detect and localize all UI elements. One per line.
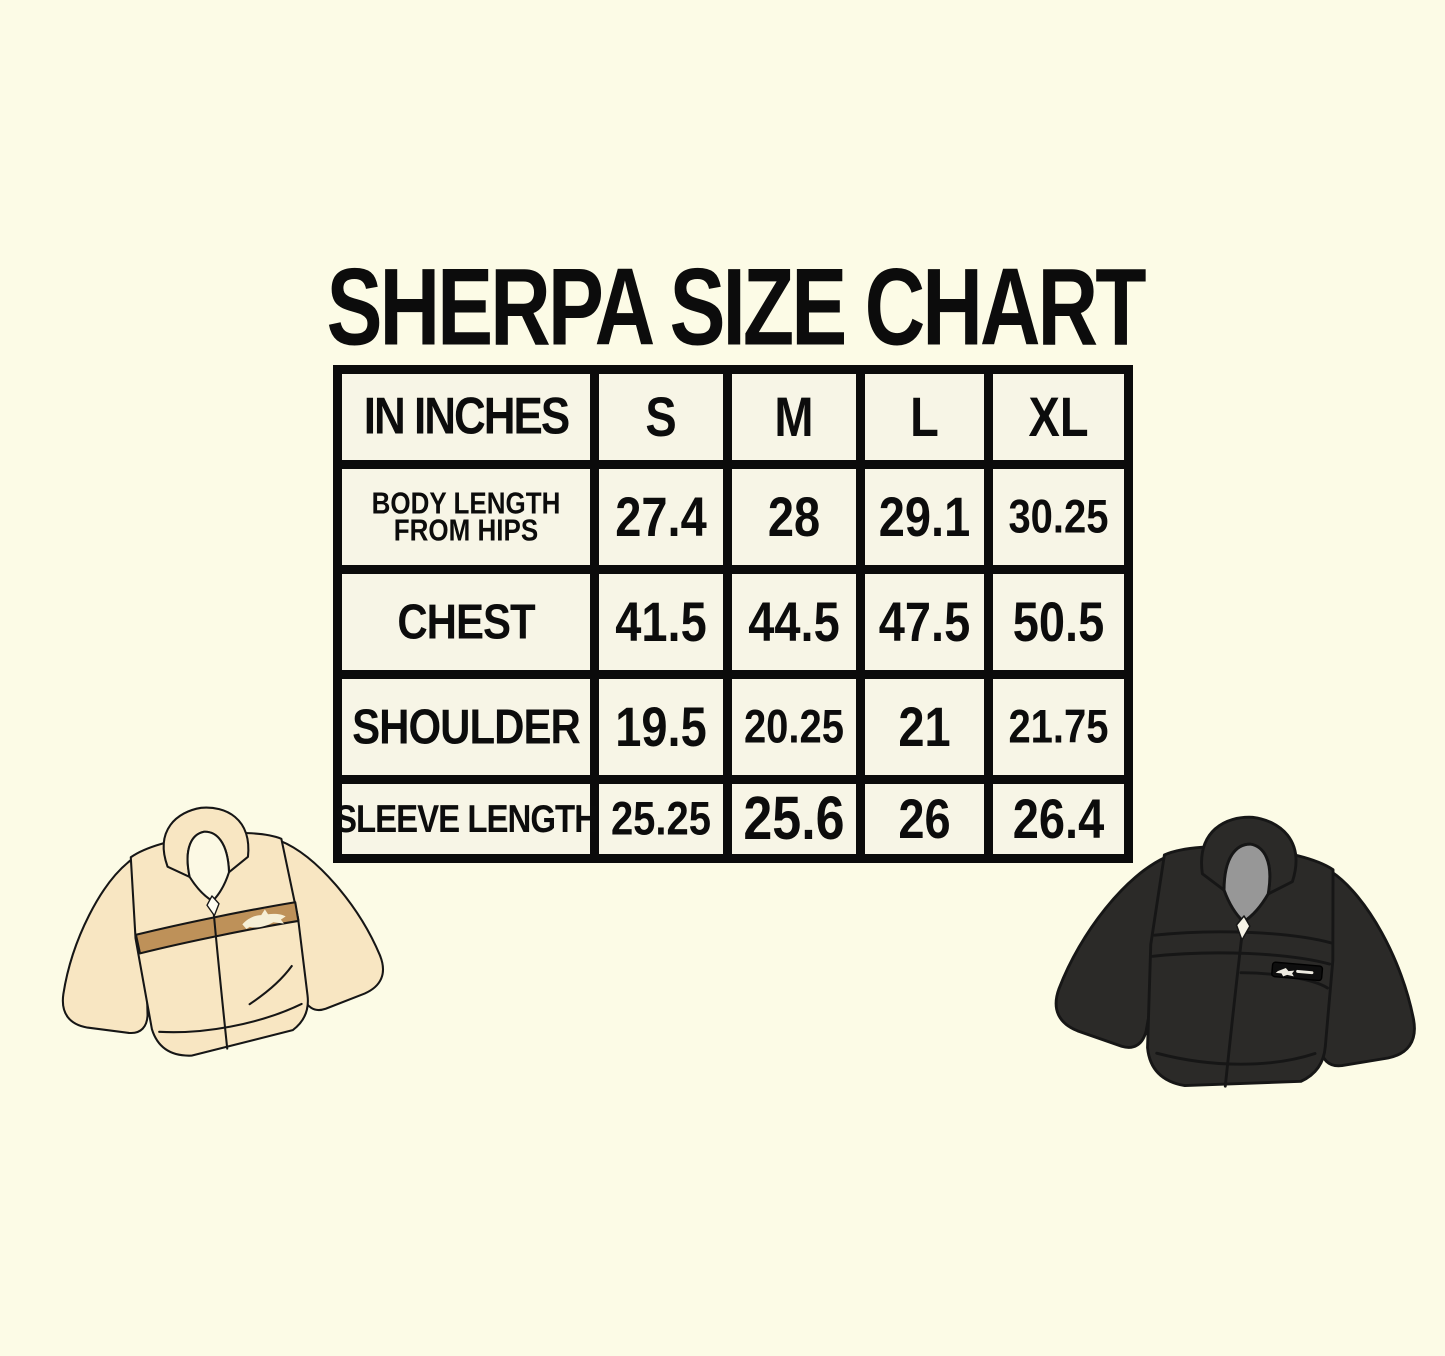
table-cell: 21 [865,679,984,775]
chest-band-seam-top [1153,930,1333,945]
collar-lining [1222,842,1272,924]
table-cell: 21.75 [993,679,1124,775]
table-cell: 20.25 [732,679,856,775]
chest-label: CHEST [397,593,535,650]
table-cell: 44.5 [732,574,856,670]
row-label-sleeve-length: SLEEVE LENGTH [335,784,598,854]
table-cell: 47.5 [865,574,984,670]
left-sleeve [61,857,149,1034]
shoulder-s: 19.5 [615,695,707,759]
shoulder-xl: 21.75 [1008,701,1109,753]
zipper-pull [1235,915,1251,941]
table-cell: 25.25 [599,784,723,854]
cream-jacket-illustration [18,757,416,1117]
table-cell: 29.1 [865,469,984,565]
pocket-seam [248,964,293,1006]
body-length-l: 29.1 [878,485,971,549]
header-cell-size-m: M [732,374,856,460]
sleeve-length-label: SLEEVE LENGTH [334,796,598,840]
table-cell: 26 [865,784,984,854]
sleeve-xl: 26.4 [1012,787,1105,851]
chest-s: 41.5 [615,590,707,654]
size-table: IN INCHES S M L XL BODY LENGTH FROM HIPS… [333,365,1133,863]
header-cell-size-l: L [865,374,984,460]
body-length-s: 27.4 [615,485,707,549]
sleeve-s: 25.25 [610,793,712,845]
body-length-line1: BODY LENGTH [371,484,561,521]
zipper-seam [211,901,229,1050]
shoulder-l: 21 [898,695,951,759]
header-cell-size-s: S [599,374,723,460]
sleeve-l: 26 [898,787,951,851]
table-cell: 27.4 [599,469,723,565]
hem-seam [1155,1051,1317,1066]
header-units-label: IN INCHES [363,387,570,446]
header-cell-size-xl: XL [993,374,1124,460]
table-cell: 41.5 [599,574,723,670]
page-title: SHERPA SIZE CHART [326,245,1146,368]
header-cell-units: IN INCHES [342,374,590,460]
shark-logo-icon [242,909,286,930]
black-jacket-illustration [1024,781,1445,1143]
size-s-label: S [645,385,677,449]
chest-band-seam-bottom [1151,951,1332,966]
zipper-pull [206,895,220,917]
size-l-label: L [910,385,939,449]
chest-stripe [134,901,300,955]
size-m-label: M [774,385,814,449]
body-length-m: 28 [767,485,821,549]
chest-xl: 50.5 [1012,590,1105,654]
size-xl-label: XL [1028,385,1089,449]
table-cell: 25.6 [732,784,856,854]
table-cell: 50.5 [993,574,1124,670]
table-cell: 19.5 [599,679,723,775]
table-cell: 28 [732,469,856,565]
table-cell: 30.25 [993,469,1124,565]
shoulder-m: 20.25 [743,701,845,753]
row-label-shoulder: SHOULDER [342,679,590,775]
shoulder-label: SHOULDER [352,698,581,755]
shark-logo-icon [1275,967,1295,977]
body-length-line2: FROM HIPS [393,512,539,548]
row-label-chest: CHEST [342,574,590,670]
right-sleeve [1318,870,1416,1068]
body-length-xl: 30.25 [1008,491,1109,543]
table-cell: 26.4 [993,784,1124,854]
label-text-mark [1296,969,1314,975]
sleeve-m: 25.6 [743,784,845,853]
zipper-seam [1223,922,1245,1088]
collar-lining [186,830,231,903]
chest-l: 47.5 [878,590,971,654]
chest-m: 44.5 [748,590,840,654]
black-jacket-drawing [1054,815,1416,1088]
row-label-body-length: BODY LENGTH FROM HIPS [342,469,590,565]
cream-jacket-drawing [61,806,384,1057]
right-sleeve [278,839,384,1012]
left-sleeve [1054,855,1168,1049]
hem-seam [158,1002,303,1034]
